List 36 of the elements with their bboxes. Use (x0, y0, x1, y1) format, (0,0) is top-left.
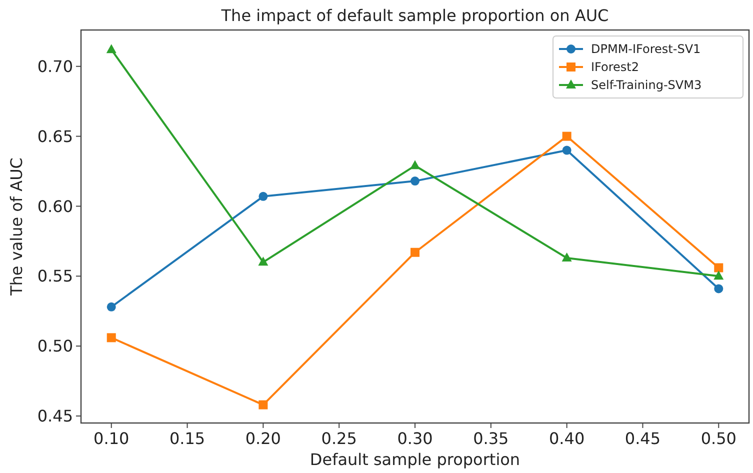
point (714, 270, 724, 280)
point (106, 44, 116, 54)
y-tick-label: 0.70 (37, 56, 73, 76)
legend-label: IForest2 (591, 60, 639, 74)
point (258, 256, 268, 266)
y-tick-label: 0.50 (37, 336, 73, 356)
point (562, 252, 572, 262)
x-tick-label: 0.40 (549, 429, 585, 448)
point (106, 333, 116, 342)
point (258, 192, 268, 201)
point (106, 302, 116, 312)
chart-title: The impact of default sample proportion on AUC (220, 6, 609, 25)
x-tick-label: 0.35 (473, 429, 509, 448)
point (562, 146, 572, 155)
legend-label: DPMM-IForest-SV1 (591, 42, 701, 56)
y-tick-label: 0.55 (37, 266, 73, 286)
x-tick-label: 0.15 (169, 429, 206, 448)
point (410, 248, 420, 257)
x-tick-label: 0.45 (624, 429, 661, 448)
x-tick-label: 0.20 (245, 429, 281, 448)
point (258, 400, 268, 410)
x-axis-title: Default sample proportion (310, 450, 520, 469)
point (410, 160, 420, 170)
x-tick-label: 0.30 (397, 429, 433, 448)
y-tick-label: 0.45 (37, 406, 73, 426)
y-axis-title: The value of AUC (7, 158, 26, 296)
point (714, 263, 724, 272)
x-tick-label: 0.10 (94, 429, 130, 448)
y-tick-label: 0.60 (37, 196, 73, 216)
point (562, 132, 572, 141)
x-tick-label: 0.25 (321, 429, 357, 448)
y-tick-label: 0.65 (37, 126, 73, 146)
point (714, 284, 724, 294)
x-tick-label: 0.50 (700, 429, 736, 448)
legend-label: Self-Training-SVM3 (591, 78, 702, 92)
point (410, 176, 420, 186)
